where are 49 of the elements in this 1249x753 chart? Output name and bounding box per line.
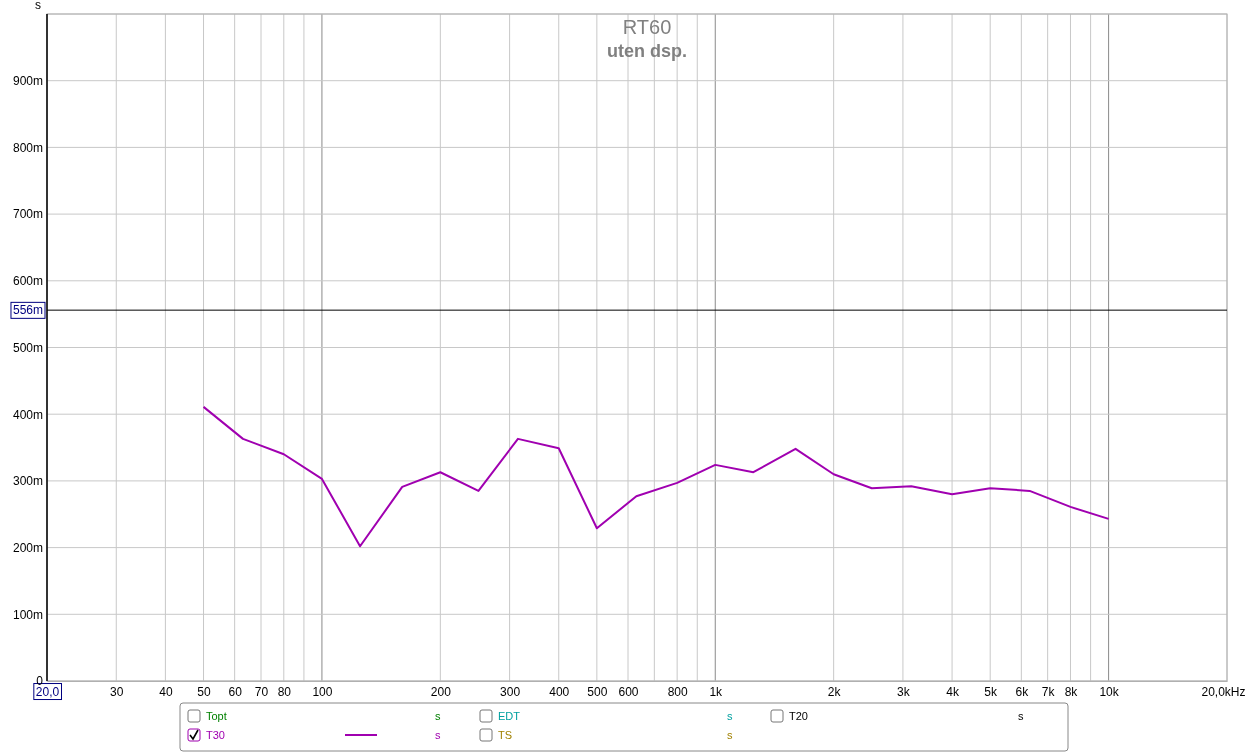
x-tick-label: 300 xyxy=(500,684,521,699)
y-tick-label: 700m xyxy=(12,207,43,222)
line-series xyxy=(202,405,1110,548)
x-tick-label: 1k xyxy=(709,684,724,699)
x-tick-label: 20,0k xyxy=(1201,684,1232,699)
text: Topt xyxy=(206,709,227,722)
text: uten dsp. xyxy=(607,41,687,61)
x-tick-label: 200 xyxy=(430,684,452,699)
ref-line-label: 556m xyxy=(12,303,43,318)
x-tick-label: 2k xyxy=(827,684,842,699)
x-axis-title: Hz xyxy=(1230,684,1246,699)
y-tick-label: 600m xyxy=(12,274,43,289)
legend-label: T30 xyxy=(206,728,225,741)
y-tick-label: 800m xyxy=(12,140,43,155)
y-axis-title: s xyxy=(35,0,41,12)
text: s xyxy=(435,709,441,722)
x-tick-label: 40 xyxy=(159,684,173,699)
text: s xyxy=(435,728,441,741)
x-tick-label: 6k xyxy=(1015,684,1030,699)
x-tick-label: 3k xyxy=(897,684,911,699)
text: TS xyxy=(498,728,513,741)
x-tick-label: 4k xyxy=(946,684,960,699)
y-tick-label: 100m xyxy=(12,607,43,622)
x-tick-label: 600 xyxy=(618,684,639,699)
chart-title: RT60 xyxy=(622,16,672,38)
x-tick-label: 500 xyxy=(587,684,608,699)
x-tick-label: 30 xyxy=(110,684,124,699)
x-tick-label: 100 xyxy=(312,684,333,699)
y-tick-label: 300m xyxy=(12,474,43,489)
text: s xyxy=(727,728,733,741)
x-tick-label: 400 xyxy=(549,684,570,699)
x-tick-label: 80 xyxy=(277,684,292,699)
text: T20 xyxy=(789,709,808,722)
x-tick-label: 60 xyxy=(228,684,243,699)
text: s xyxy=(1018,709,1024,722)
x-tick-label: 5k xyxy=(984,684,999,699)
x-tick-label: 10k xyxy=(1099,684,1120,699)
y-tick-label: 900m xyxy=(12,74,43,89)
text: s xyxy=(727,709,733,722)
x-tick-label: 7k xyxy=(1041,684,1056,699)
x-tick-label: 50 xyxy=(197,684,212,699)
x-tick-label: 8k xyxy=(1064,684,1079,699)
y-tick-label: 200m xyxy=(12,540,43,555)
text: EDT xyxy=(498,709,521,722)
x-tick-label: 20,0 xyxy=(35,684,60,699)
x-tick-label: 70 xyxy=(254,684,269,699)
y-tick-label: 400m xyxy=(12,407,43,422)
x-tick-label: 800 xyxy=(667,684,688,699)
y-tick-label: 500m xyxy=(12,340,43,355)
